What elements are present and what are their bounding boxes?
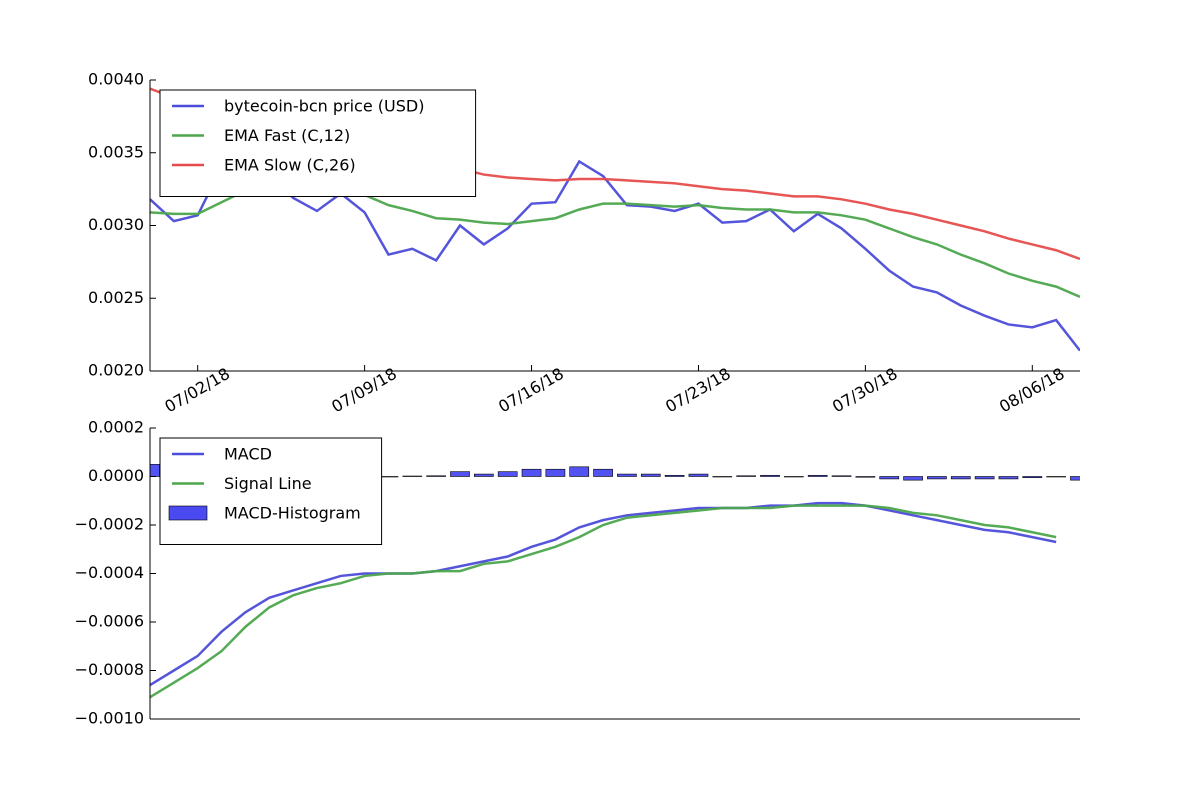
histogram-bar xyxy=(736,475,756,477)
histogram-bar xyxy=(950,476,971,480)
histogram-bar xyxy=(879,476,900,480)
histogram-bar xyxy=(402,475,423,477)
histogram-bar xyxy=(903,476,923,481)
histogram-bar xyxy=(974,476,995,480)
histogram-bar xyxy=(784,476,804,478)
y-tick-label: 0.0020 xyxy=(88,361,144,380)
series-line xyxy=(150,504,1057,699)
legend-swatch xyxy=(168,505,208,521)
histogram-bar xyxy=(640,473,661,477)
series-line xyxy=(150,184,1080,298)
legend-label: EMA Slow (C,26) xyxy=(224,156,356,175)
y-tick-label: 0.0030 xyxy=(88,215,144,234)
y-tick-label: −0.0006 xyxy=(75,612,144,631)
histogram-bar xyxy=(927,476,947,480)
histogram-bar xyxy=(855,476,876,478)
y-tick-label: −0.0002 xyxy=(75,515,144,534)
y-tick-label: −0.0004 xyxy=(75,563,144,582)
legend-box xyxy=(159,89,477,197)
histogram-bar xyxy=(998,476,1019,480)
histogram-bar xyxy=(426,475,446,477)
series-line xyxy=(150,158,1080,352)
y-tick-label: 0.0002 xyxy=(88,418,144,437)
y-tick-label: 0.0025 xyxy=(88,288,144,307)
histogram-bar xyxy=(1070,476,1080,481)
histogram-bar xyxy=(593,468,613,477)
histogram-bar xyxy=(831,475,852,477)
legend-box xyxy=(159,437,383,545)
histogram-bar xyxy=(569,466,590,477)
legend-label: MACD-Histogram xyxy=(224,504,361,523)
x-tick-label: 07/23/18 xyxy=(662,364,734,416)
x-tick-label: 07/09/18 xyxy=(328,364,400,416)
x-tick-label: 07/30/18 xyxy=(829,364,901,416)
legend-label: EMA Fast (C,12) xyxy=(224,126,350,145)
histogram-bar xyxy=(474,473,494,477)
legend-label: bytecoin-bcn price (USD) xyxy=(224,97,424,116)
legend-label: Signal Line xyxy=(224,474,312,493)
histogram-bar xyxy=(712,476,733,478)
histogram-bar xyxy=(664,474,685,477)
y-tick-label: 0.0000 xyxy=(88,466,144,485)
x-tick-label: 07/02/18 xyxy=(161,364,233,416)
histogram-bar xyxy=(545,468,566,477)
histogram-bar xyxy=(521,468,542,477)
y-tick-label: −0.0008 xyxy=(75,660,144,679)
y-tick-label: −0.0010 xyxy=(75,709,144,728)
x-tick-label: 08/06/18 xyxy=(996,364,1068,416)
histogram-bar xyxy=(497,471,518,477)
histogram-bar xyxy=(1046,476,1066,478)
series-line xyxy=(150,501,1057,687)
histogram-bar xyxy=(760,474,780,477)
histogram-bar xyxy=(807,474,828,477)
legend-label: MACD xyxy=(224,445,272,464)
histogram-bar xyxy=(1022,476,1043,479)
x-tick-label: 07/16/18 xyxy=(495,364,567,416)
histogram-bar xyxy=(617,473,637,477)
y-tick-label: 0.0040 xyxy=(88,70,144,89)
histogram-bar xyxy=(450,471,470,477)
histogram-bar xyxy=(688,473,709,477)
y-tick-label: 0.0035 xyxy=(88,142,144,161)
